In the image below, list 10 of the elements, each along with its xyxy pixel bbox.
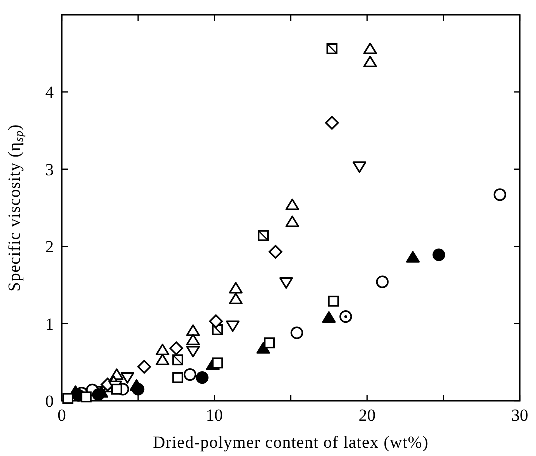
y-tick-label: 0 [46,392,54,411]
x-axis-title: Dried-polymer content of latex (wt%) [153,433,429,452]
y-tick-label: 3 [46,160,54,180]
y-tick-label: 2 [46,238,54,257]
x-tick-label: 20 [358,406,376,425]
y-tick-label: 4 [46,83,54,102]
x-tick-label: 30 [512,406,528,425]
y-tick-label: 1 [46,314,54,334]
x-tick-label: 0 [58,406,66,425]
x-tick-label: 10 [206,406,224,425]
